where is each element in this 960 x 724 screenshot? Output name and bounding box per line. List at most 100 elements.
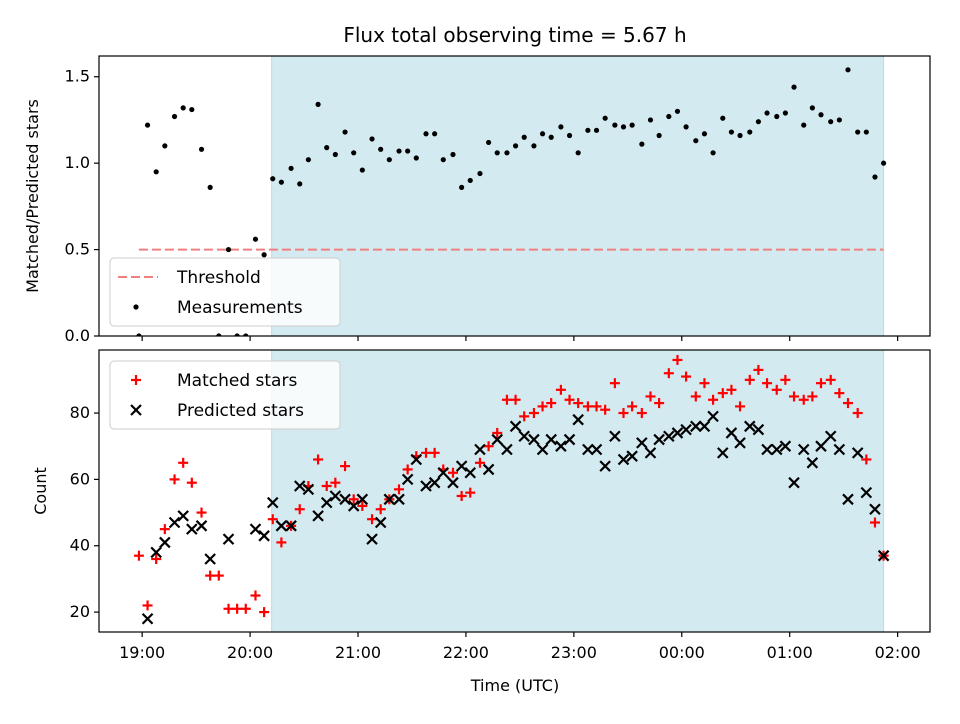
measurement-point <box>666 113 672 120</box>
predicted-point <box>482 463 495 476</box>
measurement-point <box>504 150 510 156</box>
measurement-point <box>305 157 311 163</box>
predicted-point <box>555 440 567 452</box>
predicted-point <box>501 443 513 456</box>
matched-point <box>240 603 251 614</box>
matched-point <box>582 401 593 412</box>
matched-point <box>142 600 153 611</box>
observing-span <box>271 349 885 633</box>
predicted-point <box>707 410 719 423</box>
y-tick-label: 1.0 <box>65 153 90 172</box>
measurement-point <box>450 151 456 158</box>
predicted-point <box>717 447 729 459</box>
predicted-point <box>797 443 810 456</box>
matched-point <box>492 427 503 438</box>
matched-point <box>330 477 341 488</box>
y-tick-label: 40 <box>70 536 90 555</box>
measurement-point <box>620 124 627 130</box>
measurement-point <box>261 252 267 258</box>
measurement-point <box>467 177 473 184</box>
matched-point <box>178 457 189 468</box>
predicted-point <box>302 483 315 496</box>
measurement-point <box>342 129 348 135</box>
measurement-point <box>324 145 330 151</box>
measurement-point <box>351 150 357 156</box>
predicted-point <box>698 420 711 433</box>
y-tick-label: 60 <box>70 469 90 488</box>
measurement-point <box>728 129 735 135</box>
legend-matched-swatch <box>131 375 141 385</box>
measurement-point <box>774 113 780 120</box>
matched-point <box>474 457 485 468</box>
predicted-point <box>293 480 306 492</box>
measurement-point <box>278 179 284 185</box>
measurement-point <box>136 333 142 336</box>
predicted-point <box>141 612 154 625</box>
matched-point <box>357 500 368 511</box>
measurement-point <box>521 134 527 140</box>
predicted-point <box>599 460 611 472</box>
measurement-point <box>674 108 681 114</box>
predicted-point <box>842 493 854 506</box>
measurement-point <box>531 143 537 149</box>
measurement-point <box>440 157 446 163</box>
y-tick-label: 1.5 <box>65 67 90 86</box>
measurement-point <box>359 167 365 173</box>
legend-label: Matched stars <box>177 371 297 391</box>
predicted-point <box>680 423 692 436</box>
measurement-point <box>512 143 519 149</box>
matched-point <box>726 384 737 395</box>
predicted-point <box>275 520 288 532</box>
legend-label: Threshold <box>176 268 261 288</box>
x-axis-label: Time (UTC) <box>470 676 559 695</box>
predicted-point <box>626 450 638 462</box>
measurement-point <box>297 181 303 187</box>
observing-span <box>271 55 885 337</box>
ratio-panel: 0.0 0.5 1.0 1.5 Matched/Predicted stars Thres… <box>23 55 931 345</box>
predicted-point <box>725 427 738 439</box>
predicted-point <box>824 430 837 443</box>
measurement-point <box>656 132 662 139</box>
predicted-point <box>258 530 270 542</box>
measurement-point <box>332 151 338 158</box>
matched-point <box>375 504 386 515</box>
measurement-point <box>189 106 195 113</box>
measurement-point <box>629 122 635 128</box>
measurement-point <box>575 150 581 156</box>
matched-point <box>753 364 764 375</box>
matched-point <box>780 374 791 385</box>
predicted-point <box>312 510 324 522</box>
chart-title: Flux total observing time = 5.67 h <box>343 23 686 47</box>
matched-point <box>591 401 602 412</box>
matched-point <box>232 603 243 614</box>
measurement-point <box>378 146 384 152</box>
legend: Matched stars Predicted stars <box>109 360 341 430</box>
series-measurements <box>136 67 887 336</box>
measurement-point <box>369 136 375 142</box>
predicted-point <box>356 493 369 506</box>
measurement-point <box>423 131 429 137</box>
matched-point <box>250 590 261 601</box>
measurement-point <box>710 150 716 156</box>
measurement-point <box>162 143 168 149</box>
matched-point <box>717 388 728 399</box>
predicted-point <box>590 443 603 456</box>
measurement-point <box>270 176 276 182</box>
measurement-point <box>144 122 151 128</box>
x-tick-label: 20:00 <box>227 643 273 662</box>
matched-point <box>421 447 432 458</box>
measurement-point <box>459 184 465 190</box>
matched-point <box>609 378 620 389</box>
predicted-point <box>447 476 459 489</box>
matched-point <box>510 394 521 405</box>
predicted-point <box>761 443 773 456</box>
predicted-point <box>339 493 351 506</box>
matched-point <box>537 401 548 412</box>
predicted-point <box>788 476 800 489</box>
measurement-point <box>485 139 492 146</box>
predicted-point <box>401 473 414 486</box>
matched-point <box>681 371 692 382</box>
measurement-point <box>880 160 887 166</box>
